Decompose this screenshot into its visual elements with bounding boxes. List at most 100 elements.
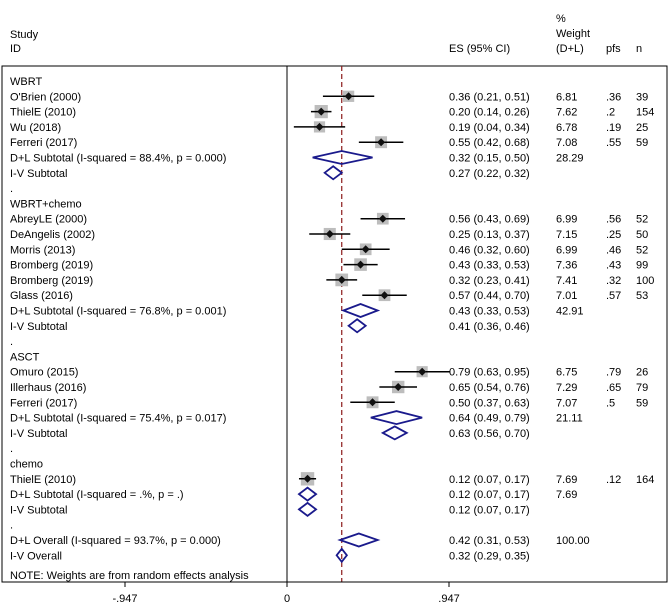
- weight-value: 7.36: [556, 260, 577, 272]
- pooled-diamond: [297, 501, 318, 518]
- es-ci-value: 0.32 (0.23, 0.41): [449, 275, 530, 287]
- point-estimate-marker: [317, 107, 326, 116]
- point-estimate-marker: [377, 138, 386, 147]
- tick-label: -.947: [112, 593, 137, 605]
- es-ci-value: 0.19 (0.04, 0.34): [449, 122, 530, 134]
- row-label: DeAngelis (2002): [10, 229, 95, 241]
- row-label: Morris (2013): [10, 244, 75, 256]
- row-label: ThielE (2010): [10, 474, 76, 486]
- es-ci-value: 0.27 (0.22, 0.32): [449, 168, 530, 180]
- n-value: 164: [636, 474, 654, 486]
- pfs-value: .19: [606, 122, 621, 134]
- es-ci-value: 0.43 (0.33, 0.53): [449, 306, 530, 318]
- group-label: WBRT: [10, 76, 42, 88]
- weight-value: 7.69: [556, 489, 577, 501]
- es-ci-value: 0.12 (0.07, 0.17): [449, 504, 530, 516]
- n-value: 52: [636, 244, 648, 256]
- pfs-value: .56: [606, 214, 621, 226]
- row-label: D+L Overall (I-squared = 93.7%, p = 0.00…: [10, 535, 221, 547]
- pfs-value: .57: [606, 290, 621, 302]
- es-ci-value: 0.20 (0.14, 0.26): [449, 107, 530, 119]
- row-label: D+L Subtotal (I-squared = .%, p = .): [10, 489, 184, 501]
- spacer-dot: .: [10, 520, 13, 532]
- n-value: 25: [636, 122, 648, 134]
- pfs-value: .55: [606, 137, 621, 149]
- row-label: O'Brien (2000): [10, 91, 81, 103]
- weight-value: 6.78: [556, 122, 577, 134]
- es-ci-value: 0.32 (0.15, 0.50): [449, 153, 530, 165]
- row-label: I-V Subtotal: [10, 168, 67, 180]
- point-estimate-marker: [356, 260, 365, 269]
- weight-value: 21.11: [556, 413, 583, 425]
- weight-value: 100.00: [556, 535, 590, 547]
- pfs-value: .43: [606, 260, 621, 272]
- es-ci-value: 0.12 (0.07, 0.17): [449, 489, 530, 501]
- pfs-value: .65: [606, 382, 621, 394]
- pooled-diamond: [312, 150, 373, 165]
- pfs-value: .25: [606, 229, 621, 241]
- es-ci-value: 0.41 (0.36, 0.46): [449, 321, 530, 333]
- n-value: 59: [636, 137, 648, 149]
- weight-value: 7.41: [556, 275, 577, 287]
- es-ci-value: 0.36 (0.21, 0.51): [449, 91, 530, 103]
- group-label: WBRT+chemo: [10, 198, 82, 210]
- weights-note: NOTE: Weights are from random effects an…: [10, 570, 249, 582]
- header-n: n: [636, 43, 642, 55]
- tick-label: .947: [438, 593, 459, 605]
- n-value: 26: [636, 367, 648, 379]
- es-ci-value: 0.43 (0.33, 0.53): [449, 260, 530, 272]
- es-ci-value: 0.25 (0.13, 0.37): [449, 229, 530, 241]
- row-label: Wu (2018): [10, 122, 61, 134]
- row-label: Bromberg (2019): [10, 260, 93, 272]
- row-label: Bromberg (2019): [10, 275, 93, 287]
- point-estimate-marker: [368, 398, 377, 407]
- row-label: Illerhaus (2016): [10, 382, 86, 394]
- header-es: ES (95% CI): [449, 43, 510, 55]
- es-ci-value: 0.42 (0.31, 0.53): [449, 535, 530, 547]
- group-label: ASCT: [10, 351, 40, 363]
- point-estimate-marker: [380, 291, 389, 300]
- row-label: D+L Subtotal (I-squared = 88.4%, p = 0.0…: [10, 153, 226, 165]
- pfs-value: .46: [606, 244, 621, 256]
- spacer-dot: .: [10, 183, 13, 195]
- es-ci-value: 0.32 (0.29, 0.35): [449, 550, 530, 562]
- es-ci-value: 0.63 (0.56, 0.70): [449, 428, 530, 440]
- point-estimate-marker: [378, 214, 387, 223]
- pfs-value: .2: [606, 107, 615, 119]
- pooled-diamond: [347, 318, 368, 334]
- weight-value: 6.75: [556, 367, 577, 379]
- pooled-diamond: [297, 486, 318, 502]
- point-estimate-marker: [394, 383, 403, 391]
- header-pfs: pfs: [606, 43, 621, 55]
- es-ci-value: 0.57 (0.44, 0.70): [449, 290, 530, 302]
- pooled-diamond: [323, 165, 344, 181]
- weight-value: 7.08: [556, 137, 577, 149]
- es-ci-value: 0.64 (0.49, 0.79): [449, 413, 530, 425]
- weight-value: 7.07: [556, 397, 577, 409]
- point-estimate-marker: [344, 92, 353, 101]
- weight-value: 6.99: [556, 244, 577, 256]
- row-label: Ferreri (2017): [10, 137, 77, 149]
- n-value: 79: [636, 382, 648, 394]
- n-value: 52: [636, 214, 648, 226]
- pooled-diamond: [337, 532, 381, 548]
- row-label: I-V Subtotal: [10, 504, 67, 516]
- row-label: Glass (2016): [10, 290, 73, 302]
- tick-label: 0: [284, 593, 290, 605]
- row-label: Omuro (2015): [10, 367, 78, 379]
- pooled-diamond: [380, 425, 409, 441]
- pfs-value: .36: [606, 91, 621, 103]
- n-value: 39: [636, 91, 648, 103]
- row-label: ThielE (2010): [10, 107, 76, 119]
- n-value: 154: [636, 107, 654, 119]
- n-value: 50: [636, 229, 648, 241]
- row-label: Ferreri (2017): [10, 397, 77, 409]
- n-value: 99: [636, 260, 648, 272]
- weight-value: 42.91: [556, 306, 584, 318]
- point-estimate-marker: [303, 474, 312, 483]
- pfs-value: .5: [606, 397, 615, 409]
- pooled-diamond: [340, 303, 381, 318]
- es-ci-value: 0.46 (0.32, 0.60): [449, 244, 530, 256]
- weight-value: 6.81: [556, 91, 577, 103]
